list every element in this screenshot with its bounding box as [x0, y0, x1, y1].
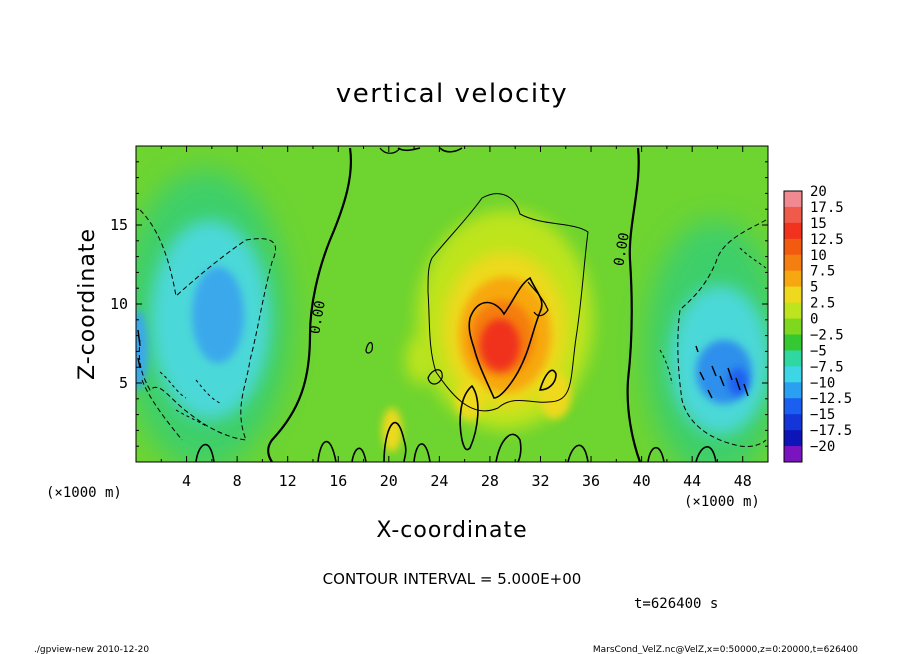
contour-minus-5-left — [138, 209, 277, 441]
y-tick-label: 10 — [110, 295, 128, 313]
contour-interval-text: CONTOUR INTERVAL = 5.000E+00 — [323, 570, 582, 588]
x-tick-label: 44 — [683, 472, 701, 490]
footer-right: MarsCond_VelZ.nc@VelZ,x=0:50000,z=0:2000… — [593, 645, 858, 654]
colorbar-label: −15 — [810, 407, 835, 423]
colorbar-label: −10 — [810, 375, 835, 391]
colorbar-swatch — [784, 350, 802, 367]
colorbar-label: 15 — [810, 216, 827, 232]
colorbar-label: −20 — [810, 439, 835, 455]
colorbar-label: −7.5 — [810, 359, 844, 375]
colorbar-swatch — [784, 222, 802, 240]
y-axis-title: Z-coordinate — [75, 228, 100, 380]
colorbar-swatch — [784, 382, 802, 399]
colorbar-swatch — [784, 206, 802, 224]
x-tick-label: 32 — [531, 472, 549, 490]
contour-5 — [427, 193, 589, 412]
colorbar-label: −12.5 — [810, 391, 852, 407]
colorbar-label: −2.5 — [810, 327, 844, 343]
x-axis-unit: (×1000 m) — [684, 494, 760, 510]
colorbar-label: 12.5 — [810, 232, 844, 248]
x-tick-label: 28 — [481, 472, 499, 490]
colorbar: 2017.51512.5107.552.50−2.5−5−7.5−10−12.5… — [783, 184, 852, 463]
colorbar-swatch — [784, 270, 802, 288]
x-tick-label: 36 — [582, 472, 600, 490]
y-axis-unit: (×1000 m) — [46, 485, 122, 501]
colorbar-swatch — [784, 302, 802, 320]
x-tick-label: 48 — [734, 472, 752, 490]
x-axis-ticks: 4 8 12 16 20 24 28 32 36 40 44 48 — [160, 146, 752, 490]
colorbar-swatch — [784, 238, 802, 256]
time-text: t=626400 s — [634, 596, 718, 612]
colorbar-label: 7.5 — [810, 264, 835, 280]
x-tick-label: 24 — [430, 472, 448, 490]
colorbar-label: 0 — [810, 312, 818, 328]
colorbar-swatch — [784, 334, 802, 351]
contour-minus-5-right — [677, 219, 767, 447]
colorbar-swatch — [784, 318, 802, 335]
colorbar-label: 17.5 — [810, 200, 844, 216]
colorbar-label: −17.5 — [810, 423, 852, 439]
x-axis-title: X-coordinate — [376, 518, 527, 543]
colorbar-frame — [783, 190, 803, 463]
contour-10 — [468, 276, 543, 399]
x-tick-label: 16 — [329, 472, 347, 490]
colorbar-swatch — [784, 191, 802, 208]
x-tick-label: 40 — [633, 472, 651, 490]
zero-label-left: 0.00 — [307, 299, 329, 335]
colorbar-label: 20 — [810, 184, 827, 200]
y-tick-label: 15 — [110, 216, 128, 234]
footer-left: ./gpview-new 2010-12-20 — [34, 645, 149, 654]
heatmap-field — [136, 146, 768, 462]
colorbar-swatch — [784, 430, 802, 447]
x-tick-label: 8 — [233, 472, 242, 490]
colorbar-swatch — [784, 398, 802, 415]
colorbar-swatch — [784, 446, 802, 463]
colorbar-label: −5 — [810, 343, 827, 359]
contour-lines — [137, 147, 767, 462]
x-tick-label: 20 — [380, 472, 398, 490]
colorbar-swatch — [784, 366, 802, 383]
zero-contour-right — [626, 147, 642, 462]
colorbar-swatch — [784, 254, 802, 272]
zero-contour-left — [267, 147, 352, 462]
y-axis-ticks: 5 10 15 — [110, 161, 768, 447]
colorbar-label: 10 — [810, 248, 827, 264]
colorbar-swatch — [784, 414, 802, 431]
zero-label-right: 0.00 — [611, 231, 633, 267]
y-tick-label: 5 — [119, 374, 128, 392]
chart-title: vertical velocity — [336, 79, 568, 109]
colorbar-label: 5 — [810, 280, 818, 296]
colorbar-label: 2.5 — [810, 296, 835, 312]
x-tick-label: 4 — [182, 472, 191, 490]
colorbar-swatch — [784, 286, 802, 304]
x-tick-label: 12 — [279, 472, 297, 490]
